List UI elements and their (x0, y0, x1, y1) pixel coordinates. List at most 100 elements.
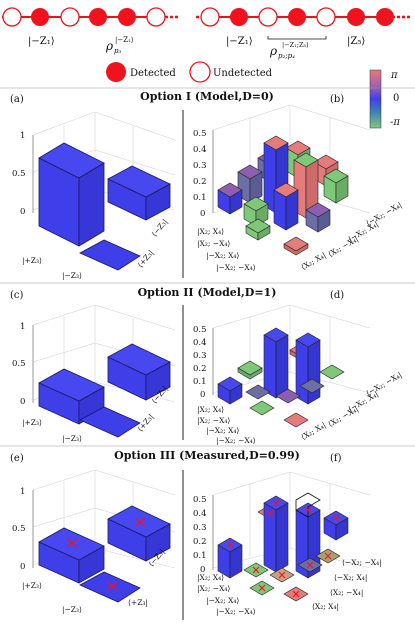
panel-a-plot: 0 0.5 1 |+Z₃⟩ |−Z₃⟩ ⟨+Z₃| ⟨−Z₃| (12, 111, 176, 280)
right-chain-ket-left: |−Z₁⟩ (226, 36, 253, 47)
axis-tick: 0.5 (12, 169, 26, 179)
detected-node (288, 8, 306, 26)
bra-plus-z3: ⟨+Z₃| (128, 598, 148, 607)
right-chain-rho-sub: p₂;p₄ (278, 52, 295, 60)
row3-title: Option III (Measured,D=0.99) (114, 449, 300, 462)
detected-node (230, 8, 248, 26)
axis-tick: 0.5 (12, 524, 26, 534)
axis-tick: 0.1 (193, 193, 207, 203)
axis-tick: 0 (20, 207, 25, 217)
colorbar (369, 69, 382, 129)
bar (229, 189, 243, 215)
bar (319, 364, 345, 380)
bar (245, 384, 271, 400)
panel-label-e: (e) (10, 453, 24, 464)
axis-tick: 0 (200, 209, 205, 219)
colorbar-mid-label: 0 (393, 93, 399, 104)
colorbar-top-label: π (390, 70, 398, 81)
ket-x2-mx4: |X₂; −X₄⟩ (197, 239, 230, 248)
left-chain-rho-sup: |−Z₁⟩ (115, 36, 134, 44)
bar (237, 367, 263, 380)
detected-node (89, 8, 107, 26)
axis-tick: 0.4 (193, 145, 207, 155)
ket-x2-x4: |X₂; X₄⟩ (197, 573, 224, 582)
panel-label-f: (f) (330, 453, 342, 464)
bar (249, 171, 263, 204)
bar (283, 243, 309, 256)
axis-tick: 1 (20, 131, 25, 141)
panel-label-d: (d) (330, 290, 344, 301)
axis-tick: 0 (20, 397, 25, 407)
row1-title: Option I (Model,D=0) (140, 90, 274, 103)
bar (283, 412, 309, 428)
ket-x2-mx4: |X₂; −X₄⟩ (197, 416, 230, 425)
ket-mx2-mx4: |−X₂; −X₄⟩ (216, 607, 256, 616)
bra-mx2-mx4: ⟨−X₂; −X₄| (342, 558, 382, 567)
axis-tick: 0.4 (193, 338, 207, 348)
bar (285, 189, 299, 231)
panel-e-plot: 0 0.5 1 |+Z₃⟩ |−Z₃⟩ ⟨+Z₃| ⟨−Z₃| (12, 469, 176, 614)
undetected-node (258, 7, 278, 27)
panel-label-c: (c) (10, 290, 24, 301)
detected-node (376, 8, 394, 26)
axis-tick: 0.5 (193, 129, 207, 139)
axis-tick: 0.2 (193, 364, 207, 374)
right-chain-rho: ρ (269, 44, 277, 58)
detected-node (118, 8, 136, 26)
bar (263, 334, 277, 399)
bar (275, 388, 301, 404)
ket-mx2-mx4: |−X₂; −X₄⟩ (216, 263, 256, 272)
bar (229, 544, 243, 579)
undetected-node (200, 7, 220, 27)
axis-tick: 0.1 (193, 377, 207, 387)
left-chain-ket: |−Z₁⟩ (28, 36, 55, 47)
ket-minus-z3: |−Z₃⟩ (62, 434, 82, 443)
bar (275, 334, 289, 399)
axis-tick: 0.3 (193, 351, 207, 361)
bar (107, 165, 171, 198)
panel-label-b: (b) (330, 94, 344, 105)
chain-diagram: |−Z₁⟩ ρ p₃ |−Z₁⟩ |−Z₁⟩ |Z₅⟩ |−Z₁;Z₅⟩ ρ p… (2, 7, 412, 83)
bra-mx2-mx4: ⟨−X₂; −X₄| (365, 370, 404, 398)
ket-x2-mx4: |X₂; −X₄⟩ (197, 584, 230, 593)
axis-tick: 0.5 (12, 359, 26, 369)
bra-minus-z3: ⟨−Z₃| (150, 217, 170, 238)
ket-mx2-x4: |−X₂; X₄⟩ (206, 251, 239, 260)
panel-label-a: (a) (10, 94, 24, 105)
axis-tick: 0 (200, 565, 205, 575)
bar (275, 502, 289, 573)
colorbar-bottom-label: -π (390, 117, 400, 128)
bra-mx2-x4: ⟨−X₂; X₄| (334, 573, 367, 582)
axis-tick: 0.5 (193, 325, 207, 335)
bar-outline (295, 492, 321, 518)
right-chain-ket-right: |Z₅⟩ (347, 36, 365, 47)
axis-tick: 0 (20, 562, 25, 572)
left-chain-rho-sub: p₃ (114, 47, 121, 55)
axis-tick: 0.4 (193, 509, 207, 519)
ket-x2-x4: |X₂; X₄⟩ (197, 227, 224, 236)
right-chain-rho-sup: |−Z₁;Z₅⟩ (282, 41, 309, 49)
bra-x2-mx4: ⟨X₂; −X₄| (330, 588, 363, 597)
bar (249, 400, 275, 416)
bar (335, 175, 349, 204)
axis-tick: 0.2 (193, 537, 207, 547)
axis-tick: 0.5 (193, 495, 207, 505)
ket-minus-z3: |−Z₃⟩ (62, 271, 82, 280)
bar (307, 339, 321, 405)
ket-x2-x4: |X₂; X₄⟩ (197, 405, 224, 414)
bar (79, 406, 141, 438)
bar (257, 225, 271, 241)
bra-x2-x4: ⟨X₂; X₄| (312, 602, 339, 611)
ket-mx2-x4: |−X₂; X₄⟩ (206, 596, 239, 605)
bra-plus-z3: ⟨+Z₃| (136, 412, 156, 433)
undetected-node (146, 7, 166, 27)
bar (79, 239, 141, 271)
bar (317, 209, 331, 233)
legend-detected-swatch (106, 62, 126, 82)
ket-minus-z3: |−Z₃⟩ (62, 605, 82, 614)
bar (299, 378, 325, 394)
bra-plus-z3: ⟨+Z₃| (136, 248, 156, 269)
panel-c-plot: 0 0.5 1 |+Z₃⟩ |−Z₃⟩ ⟨+Z₃| ⟨−Z₃| (12, 304, 176, 443)
row2-title: Option II (Model,D=1) (138, 286, 277, 299)
